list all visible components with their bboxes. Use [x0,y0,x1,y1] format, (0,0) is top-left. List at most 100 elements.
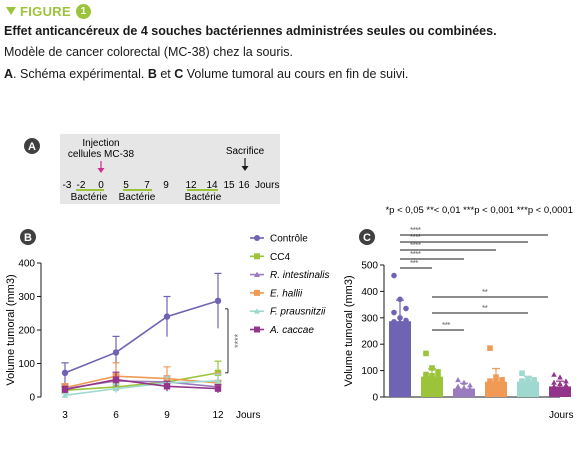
bacteria-label-3: Bactérie [185,192,222,203]
c-data-point [531,377,537,383]
injection-arrow-icon [97,168,105,173]
c-data-point [403,317,409,324]
c-data-point [499,377,505,383]
c-data-point [397,296,403,303]
c-data-point [467,386,473,392]
timeline-day-label: 5 [123,180,129,191]
c-significance-label: **** [410,250,421,259]
c-data-point [551,383,557,389]
c-data-point [525,379,531,386]
c-y-tick-label: 200 [361,340,378,351]
c-data-point [397,315,403,321]
c-data-point [519,378,525,384]
b-series-line [64,378,219,391]
c-y-tick-label: 300 [361,313,378,324]
b-series [61,272,222,383]
panel-a-badge [24,138,40,154]
c-data-point [423,371,429,378]
c-significance-label: **** [410,226,421,235]
timeline-day-label: 15 [223,180,235,191]
c-data-point [391,272,397,279]
injection-label-line2: cellules MC-38 [68,149,135,160]
b-legend-label: A. caccae [269,325,314,336]
c-data-point [525,383,531,390]
b-data-point [163,313,171,320]
b-y-tick-label: 0 [29,393,35,404]
c-data-point [531,384,537,391]
c-data-point [493,383,499,390]
timeline-day-label: 7 [144,180,150,191]
timeline-day-label: 16 [238,180,250,191]
b-legend-swatch-marker [254,271,260,277]
b-y-tick-label: 300 [18,292,35,303]
c-data-point [557,381,563,387]
c-data-point [391,318,397,325]
c-data-point [467,388,473,394]
c-data-point [429,365,435,371]
c-data-point [403,321,409,328]
panel-c-letter: C [363,232,371,244]
b-data-point [112,385,120,392]
b-legend-swatch-marker [254,253,260,260]
c-bar [453,388,475,397]
c-data-point [397,320,403,326]
c-data-point [557,374,563,380]
desc-letter-a: A [4,67,14,81]
c-data-point [557,384,563,390]
b-legend-swatch-marker [254,289,260,296]
timeline-day-label: 12 [185,180,197,191]
timeline-day-label: 0 [98,180,104,191]
panel-a: A Injection cellules MC-38 Sacrifice -3-… [24,134,280,204]
b-legend-label: R. intestinalis [270,270,329,281]
timeline-day-label: 14 [206,180,218,191]
c-bar [549,386,571,397]
c-data-point [551,379,557,385]
b-data-point [61,369,69,377]
b-data-point [214,377,222,384]
b-data-point [61,392,69,398]
figure-number-badge: 1 [75,3,91,19]
b-data-point [163,383,171,390]
c-y-axis-label: Volume tumoral (mm3) [343,275,355,386]
b-legend-swatch-marker [254,308,260,314]
b-x-axis-label: Jours [236,410,260,421]
b-x-tick-label: 3 [62,410,68,421]
b-legend-label: CC4 [270,252,290,263]
c-data-point [467,382,473,388]
c-data-point [423,375,429,382]
c-data-point [455,383,461,389]
significance-note: *p < 0,05 **< 0,01 ***p < 0,001 ***p < 0… [385,205,573,216]
c-data-point [493,379,499,386]
b-series-line [64,375,219,389]
panel-a-letter: A [28,141,36,153]
timeline-day-label: 9 [163,180,169,191]
sacrifice-arrow-icon [241,166,249,171]
c-data-point [391,309,397,316]
b-x-tick-label: 9 [164,410,170,421]
figure-title: Effet anticancéreux de 4 souches bactéri… [4,24,497,38]
c-data-point [461,379,467,385]
c-y-tick-label: 100 [361,366,378,377]
b-significance-label: **** [233,333,243,348]
panel-a-background [60,134,280,204]
b-y-tick-label: 100 [18,359,35,370]
c-data-point [519,370,525,377]
timeline-unit: Jours [255,180,279,191]
figure-header: FIGURE 1 [6,2,91,20]
c-data-point [435,369,441,375]
b-y-tick-label: 200 [18,326,35,337]
c-data-point [403,305,409,312]
panel-c-badge [359,229,375,245]
b-series-line [64,380,219,397]
c-y-tick-label: 500 [361,261,378,272]
c-data-point [461,387,467,393]
c-data-point [455,386,461,392]
timeline-days: -3 -2 0 5 7 9 12 14 15 16 [63,180,250,191]
b-legend-label: F. prausnitzii [270,307,326,318]
b-data-point [112,376,120,383]
c-data-point [435,378,441,384]
b-series [61,371,222,393]
b-data-point [112,349,120,356]
c-data-point [525,375,531,382]
